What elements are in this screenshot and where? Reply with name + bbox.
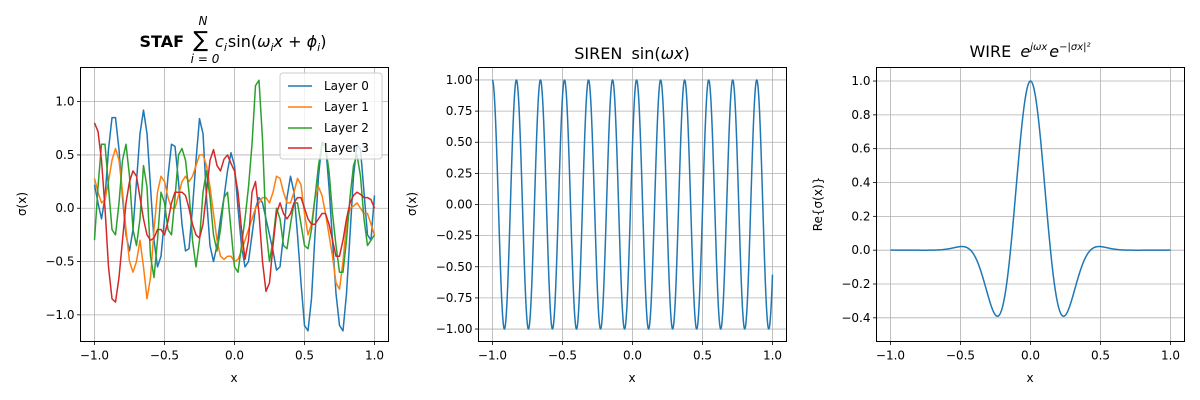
- series-line: [890, 80, 1171, 317]
- y-tick-label: 0.0: [55, 201, 74, 215]
- series-line: [491, 79, 774, 330]
- x-tick-label: 0.0: [623, 349, 642, 363]
- x-tick-label: 0.0: [225, 349, 244, 363]
- staf-chart: −1.0 −0.5 0.0 0.5 1.0 −1.0 −0.5 0.0 0.5 1.0 STAF …: [15, 14, 389, 385]
- wire-ylabel: Re{σ(x)}: [811, 177, 825, 232]
- legend-box: [279, 72, 383, 160]
- siren-xlabel: x: [628, 371, 635, 385]
- wire-ticks: −1.0 −0.5 0.0 0.5 1.0 −0.4 −0.2 0.0 0.2 0.4 0.6 0.8…: [841, 74, 1180, 362]
- y-tick-label: 0.00: [446, 198, 473, 212]
- wire-title: WIRE ejωx e−|σx|²: [969, 42, 1090, 61]
- y-tick-label: −0.25: [436, 229, 473, 243]
- siren-series-lines: [491, 79, 774, 330]
- staf-title-prefix: STAF: [140, 32, 185, 51]
- staf-title-sum-lower: i = 0: [191, 52, 220, 66]
- wire-grid: [876, 67, 1185, 342]
- legend-label-layer-3: Layer 3: [324, 141, 369, 155]
- legend-label-layer-2: Layer 2: [324, 121, 369, 135]
- y-tick-label: 0.5: [55, 148, 74, 162]
- legend-label-layer-0: Layer 0: [324, 79, 369, 93]
- y-tick-label: −1.0: [45, 308, 74, 322]
- x-tick-label: 1.0: [1161, 349, 1180, 363]
- siren-chart: −1.0 −0.5 0.0 0.5 1.0 −1.00 −0.75 −0.50 −0.25 0.0…: [405, 44, 787, 385]
- x-tick-label: −1.0: [876, 349, 905, 363]
- x-tick-label: −0.5: [548, 349, 577, 363]
- y-tick-label: 1.0: [851, 74, 870, 88]
- x-tick-label: 1.0: [763, 349, 782, 363]
- staf-xlabel: x: [230, 371, 237, 385]
- y-tick-label: 1.0: [55, 95, 74, 109]
- staf-ticks: −1.0 −0.5 0.0 0.5 1.0 −1.0 −0.5 0.0 0.5 1.0: [45, 95, 384, 363]
- y-tick-label: −0.4: [841, 311, 870, 325]
- y-tick-label: 0.4: [851, 176, 870, 190]
- siren-title: SIREN sin(ωx): [574, 44, 689, 63]
- wire-series-lines: [890, 80, 1171, 317]
- series-line-layer-0: [93, 109, 376, 332]
- y-tick-label: 0.8: [851, 108, 870, 122]
- x-tick-label: 0.5: [295, 349, 314, 363]
- legend-label-layer-1: Layer 1: [324, 100, 369, 114]
- y-tick-label: 1.00: [446, 73, 473, 87]
- y-tick-label: −0.2: [841, 277, 870, 291]
- y-tick-label: −0.50: [436, 260, 473, 274]
- staf-title: STAF ∑ cisin(ωix + ϕi): [140, 28, 327, 54]
- x-tick-label: −0.5: [150, 349, 179, 363]
- y-tick-label: 0.0: [851, 243, 870, 257]
- staf-series-lines: [93, 79, 376, 332]
- x-tick-label: 0.0: [1021, 349, 1040, 363]
- y-tick-label: 0.25: [446, 166, 473, 180]
- x-tick-label: 0.5: [693, 349, 712, 363]
- y-tick-label: −0.5: [45, 255, 74, 269]
- y-tick-label: −0.75: [436, 291, 473, 305]
- y-tick-label: 0.6: [851, 142, 870, 156]
- y-tick-label: 0.75: [446, 104, 473, 118]
- series-line-layer-3: [93, 122, 376, 303]
- x-tick-label: −1.0: [478, 349, 507, 363]
- y-tick-label: −1.00: [436, 322, 473, 336]
- y-tick-label: 0.2: [851, 209, 870, 223]
- staf-legend: Layer 0 Layer 1 Layer 2 Layer 3: [279, 72, 383, 160]
- siren-grid: [478, 67, 787, 342]
- x-tick-label: −1.0: [80, 349, 109, 363]
- x-tick-label: 0.5: [1091, 349, 1110, 363]
- wire-chart: −1.0 −0.5 0.0 0.5 1.0 −0.4 −0.2 0.0 0.2 0.4 0.6 0.8…: [811, 42, 1185, 385]
- wire-xlabel: x: [1026, 371, 1033, 385]
- x-tick-label: 1.0: [365, 349, 384, 363]
- siren-ylabel: σ(x): [405, 192, 419, 216]
- staf-title-sum-upper: N: [199, 14, 208, 28]
- siren-ticks: −1.0 −0.5 0.0 0.5 1.0 −1.00 −0.75 −0.50 −0.25 0.0…: [436, 73, 782, 363]
- x-tick-label: −0.5: [946, 349, 975, 363]
- staf-ylabel: σ(x): [15, 192, 29, 216]
- y-tick-label: 0.50: [446, 135, 473, 149]
